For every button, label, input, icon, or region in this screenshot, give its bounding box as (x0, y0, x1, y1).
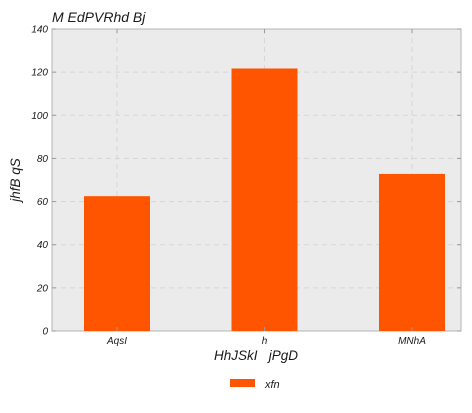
legend-label-xfn: xfn (264, 379, 280, 391)
bar-MNhA (379, 173, 445, 331)
y-tick-label: 140 (31, 25, 48, 36)
y-axis-label: jhfB qS (8, 158, 23, 204)
bar-AqsI (84, 196, 150, 331)
y-tick-label: 120 (31, 68, 48, 79)
chart-title: M EdPVRhd Bj (52, 9, 146, 25)
x-axis-label: HhJSkI jPgD (214, 348, 298, 363)
x-tick-label: MNhA (398, 336, 426, 347)
y-tick-label: 80 (37, 154, 49, 165)
y-tick-label: 100 (31, 111, 48, 122)
bars (84, 68, 445, 332)
y-tick-label: 0 (42, 327, 48, 338)
x-tick-label: AqsI (106, 336, 127, 347)
ticks: 0 20 40 60 80 100 120 140 AqsI h MNhA (31, 25, 461, 347)
y-tick-label: 20 (36, 283, 49, 294)
legend-swatch-xfn (230, 379, 255, 387)
x-tick-label: h (262, 336, 268, 347)
y-tick-label: 40 (37, 240, 49, 251)
y-tick-label: 60 (37, 197, 49, 208)
bar-h (231, 68, 298, 332)
legend: xfn (230, 379, 280, 391)
